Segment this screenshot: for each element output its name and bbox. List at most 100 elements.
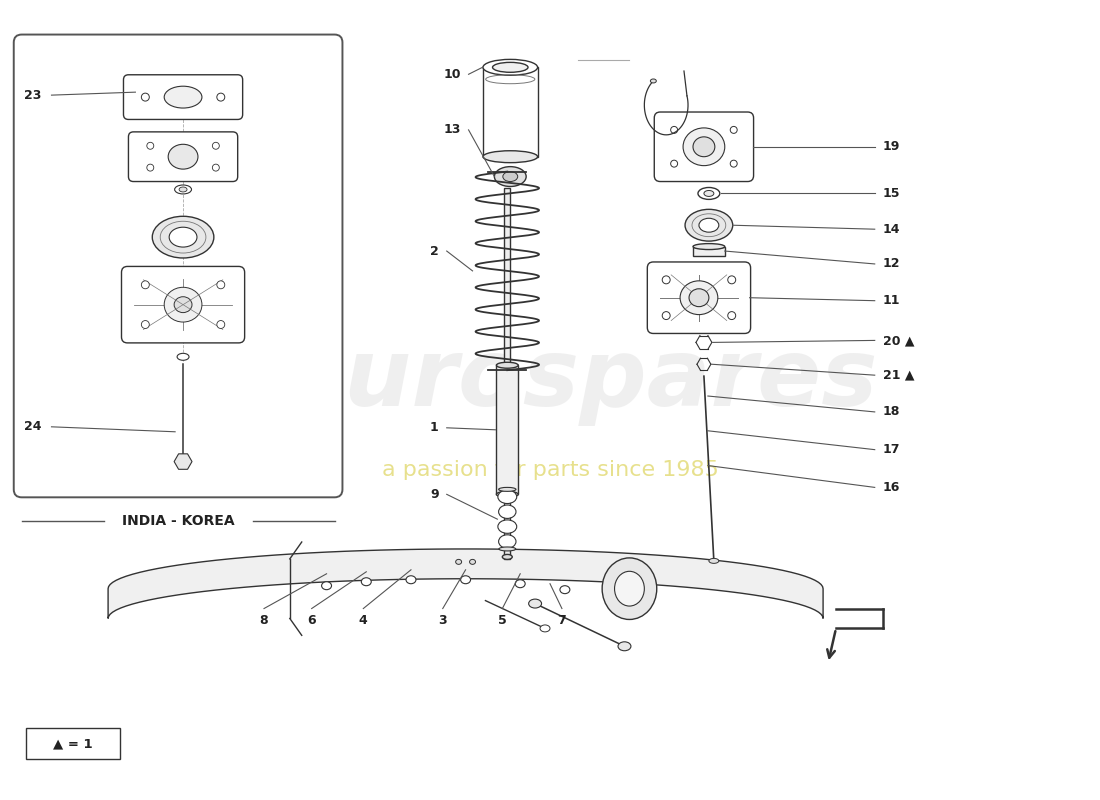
Text: 23: 23: [24, 89, 42, 102]
Text: 7: 7: [558, 614, 566, 626]
Ellipse shape: [529, 599, 541, 608]
Ellipse shape: [496, 491, 518, 498]
Text: 14: 14: [882, 222, 900, 236]
Ellipse shape: [321, 582, 331, 590]
FancyBboxPatch shape: [129, 132, 238, 182]
Ellipse shape: [174, 297, 192, 313]
Ellipse shape: [540, 625, 550, 632]
Bar: [504, 189, 510, 559]
Ellipse shape: [498, 490, 517, 503]
Ellipse shape: [560, 586, 570, 594]
Text: 5: 5: [498, 614, 507, 626]
FancyBboxPatch shape: [654, 112, 754, 182]
Ellipse shape: [698, 187, 719, 199]
Text: 15: 15: [882, 187, 900, 200]
Text: eurospares: eurospares: [280, 334, 879, 426]
Text: 19: 19: [882, 140, 900, 154]
Bar: [496, 366, 518, 494]
Ellipse shape: [142, 321, 150, 329]
Ellipse shape: [618, 642, 631, 650]
Ellipse shape: [142, 93, 150, 101]
Bar: [693, 246, 725, 255]
Ellipse shape: [146, 164, 154, 171]
Text: INDIA - KOREA: INDIA - KOREA: [122, 514, 234, 528]
Bar: [483, 67, 538, 157]
Ellipse shape: [217, 93, 224, 101]
Ellipse shape: [499, 547, 516, 551]
Polygon shape: [174, 454, 192, 470]
Ellipse shape: [708, 558, 718, 563]
Text: 3: 3: [439, 614, 447, 626]
Ellipse shape: [728, 312, 736, 319]
Text: 17: 17: [882, 443, 900, 456]
Ellipse shape: [662, 276, 670, 284]
Ellipse shape: [615, 571, 645, 606]
Ellipse shape: [650, 79, 657, 83]
Text: 9: 9: [430, 488, 439, 501]
Ellipse shape: [142, 281, 150, 289]
Ellipse shape: [498, 505, 516, 518]
Ellipse shape: [689, 289, 708, 306]
Ellipse shape: [494, 166, 526, 186]
Ellipse shape: [461, 576, 471, 584]
Ellipse shape: [602, 558, 657, 619]
Ellipse shape: [680, 281, 718, 314]
Ellipse shape: [693, 243, 725, 250]
Text: 20 ▲: 20 ▲: [882, 334, 914, 347]
Text: ▲ = 1: ▲ = 1: [53, 737, 92, 750]
Text: 2: 2: [430, 245, 439, 258]
Ellipse shape: [175, 185, 191, 194]
FancyBboxPatch shape: [14, 34, 342, 498]
Ellipse shape: [168, 144, 198, 169]
Ellipse shape: [685, 210, 733, 241]
Polygon shape: [108, 549, 823, 618]
Ellipse shape: [483, 150, 538, 162]
Ellipse shape: [693, 137, 715, 157]
Ellipse shape: [406, 576, 416, 584]
Ellipse shape: [671, 126, 678, 134]
Ellipse shape: [728, 276, 736, 284]
Text: 24: 24: [24, 420, 42, 434]
Text: a passion for parts since 1985: a passion for parts since 1985: [382, 459, 718, 479]
FancyBboxPatch shape: [647, 262, 750, 334]
Ellipse shape: [515, 580, 525, 588]
Ellipse shape: [662, 312, 670, 319]
Ellipse shape: [455, 559, 462, 564]
Ellipse shape: [470, 559, 475, 564]
Ellipse shape: [730, 126, 737, 134]
Ellipse shape: [704, 190, 714, 197]
Ellipse shape: [730, 160, 737, 167]
Ellipse shape: [493, 62, 528, 72]
Ellipse shape: [496, 362, 518, 368]
FancyBboxPatch shape: [123, 74, 243, 119]
Ellipse shape: [212, 164, 219, 171]
Text: 18: 18: [882, 406, 900, 418]
Ellipse shape: [503, 554, 513, 559]
Ellipse shape: [164, 86, 202, 108]
Text: 11: 11: [882, 294, 900, 307]
Text: 4: 4: [359, 614, 367, 626]
Ellipse shape: [498, 520, 517, 534]
Ellipse shape: [498, 487, 516, 491]
Ellipse shape: [683, 128, 725, 166]
Text: 13: 13: [443, 123, 461, 136]
Ellipse shape: [217, 321, 224, 329]
Ellipse shape: [146, 142, 154, 150]
Text: 16: 16: [882, 481, 900, 494]
Ellipse shape: [179, 187, 187, 192]
Ellipse shape: [671, 160, 678, 167]
Text: 10: 10: [443, 68, 461, 81]
Ellipse shape: [498, 535, 516, 548]
Ellipse shape: [361, 578, 371, 586]
Text: 8: 8: [260, 614, 268, 626]
Ellipse shape: [503, 171, 518, 182]
Text: 1: 1: [430, 422, 439, 434]
Ellipse shape: [483, 59, 538, 75]
Ellipse shape: [169, 227, 197, 247]
Ellipse shape: [164, 287, 202, 322]
Ellipse shape: [177, 354, 189, 360]
Bar: [25, 728, 120, 759]
Ellipse shape: [212, 142, 219, 150]
Text: 12: 12: [882, 258, 900, 270]
Ellipse shape: [698, 218, 718, 232]
